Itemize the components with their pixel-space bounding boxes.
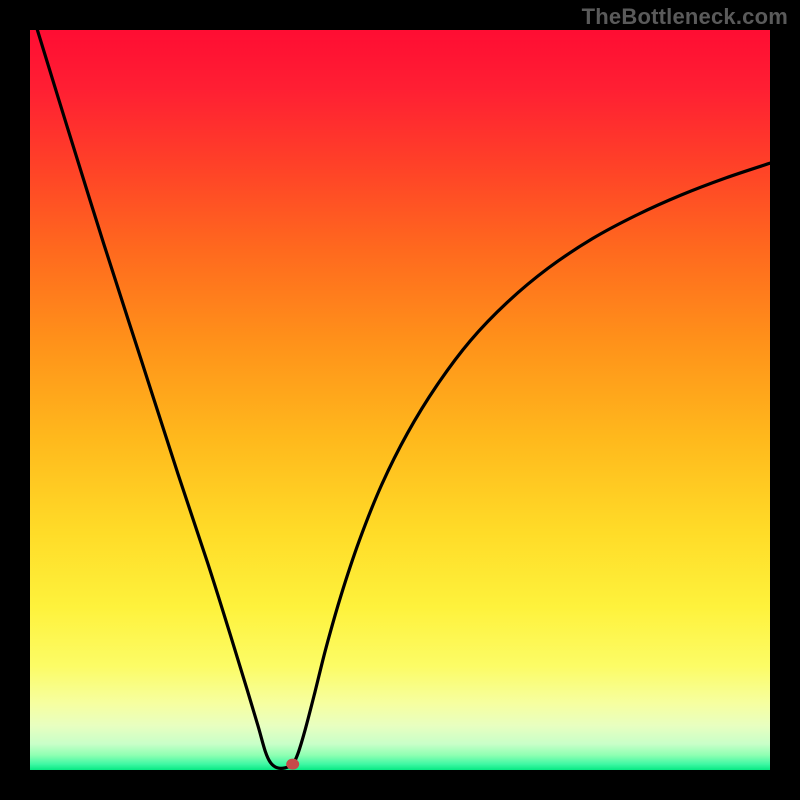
optimal-point-marker [286, 759, 299, 770]
watermark-text: TheBottleneck.com [582, 4, 788, 30]
bottleneck-curve-chart [30, 30, 770, 770]
chart-plot-area [30, 30, 770, 770]
gradient-background [30, 30, 770, 770]
